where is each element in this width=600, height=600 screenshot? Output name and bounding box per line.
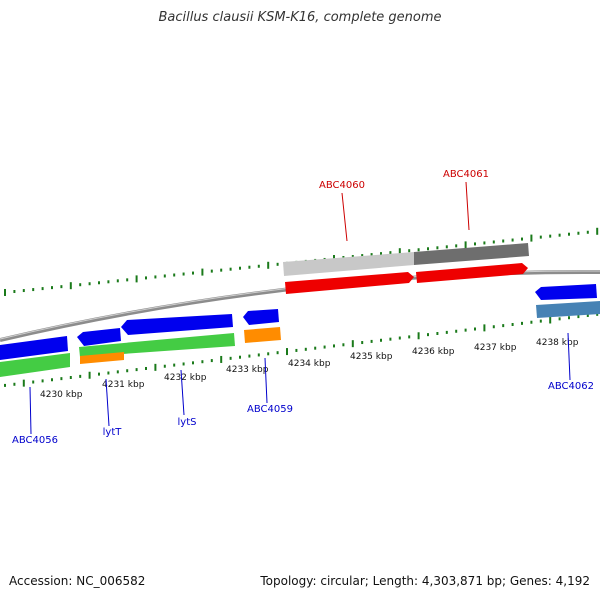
gene-label-leader — [180, 369, 185, 416]
map-title: Bacillus clausii KSM-K16, complete genom… — [158, 10, 442, 25]
gene-abc4059-cds[interactable] — [243, 309, 279, 325]
gene-label-leader — [264, 357, 268, 404]
scale-tick-label: 4232 kbp — [164, 373, 207, 383]
gene-abc4060-rna[interactable] — [283, 252, 414, 276]
gene-label-leader — [341, 192, 348, 242]
scale-tick-label: 4238 kbp — [536, 338, 579, 348]
gene-abc4059-rna[interactable] — [244, 327, 281, 343]
gene-label-leader — [29, 386, 32, 435]
gene-abc4060-cds[interactable] — [285, 272, 414, 294]
gene-lytt-cds[interactable] — [77, 328, 121, 346]
scale-tick-label: 4233 kbp — [226, 365, 269, 375]
outer-tick-ring — [4, 227, 599, 296]
gene-label-abc4062[interactable]: ABC4062 — [548, 381, 594, 392]
gene-lyts-rna[interactable] — [79, 333, 235, 357]
gene-abc4061-cds[interactable] — [416, 263, 528, 283]
scale-tick-label: 4230 kbp — [40, 390, 83, 400]
gene-label-abc4060[interactable]: ABC4060 — [319, 180, 365, 191]
scale-tick-label: 4231 kbp — [102, 380, 145, 390]
gene-abc4062-cds[interactable] — [535, 284, 597, 300]
gene-label-layer: ABC4060 ABC4061 ABC4056 lytT lytS ABC4059 ABC4… — [12, 169, 594, 446]
gene-label-abc4061[interactable]: ABC4061 — [443, 169, 489, 180]
gene-label-abc4056[interactable]: ABC4056 — [12, 435, 58, 446]
scale-tick-label: 4234 kbp — [288, 359, 331, 369]
scale-labels: 4230 kbp 4231 kbp 4232 kbp 4233 kbp 4234 kbp… — [40, 338, 579, 400]
gene-lytt-rna[interactable] — [80, 352, 124, 364]
gene-label-leader — [465, 181, 470, 231]
scale-tick-label: 4235 kbp — [350, 352, 393, 362]
gene-label-abc4059[interactable]: ABC4059 — [247, 404, 293, 415]
gene-abc4062-rna[interactable] — [536, 301, 600, 318]
gene-label-leader — [567, 332, 571, 381]
gene-lyts-cds[interactable] — [121, 314, 233, 335]
inner-tick-ring — [4, 312, 599, 387]
gene-abc4056-cds[interactable] — [0, 336, 68, 360]
gene-abc4056-rna[interactable] — [0, 353, 70, 377]
accession-text: Accession: NC_006582 — [9, 574, 146, 588]
gene-label-lyts[interactable]: lytS — [178, 417, 197, 428]
topology-text: Topology: circular; Length: 4,303,871 bp… — [260, 574, 590, 588]
gene-label-leader — [105, 378, 110, 427]
scale-tick-label: 4236 kbp — [412, 347, 455, 357]
gene-label-lytt[interactable]: lytT — [103, 427, 123, 438]
scale-tick-label: 4237 kbp — [474, 343, 517, 353]
gene-abc4061-rna[interactable] — [414, 243, 529, 265]
